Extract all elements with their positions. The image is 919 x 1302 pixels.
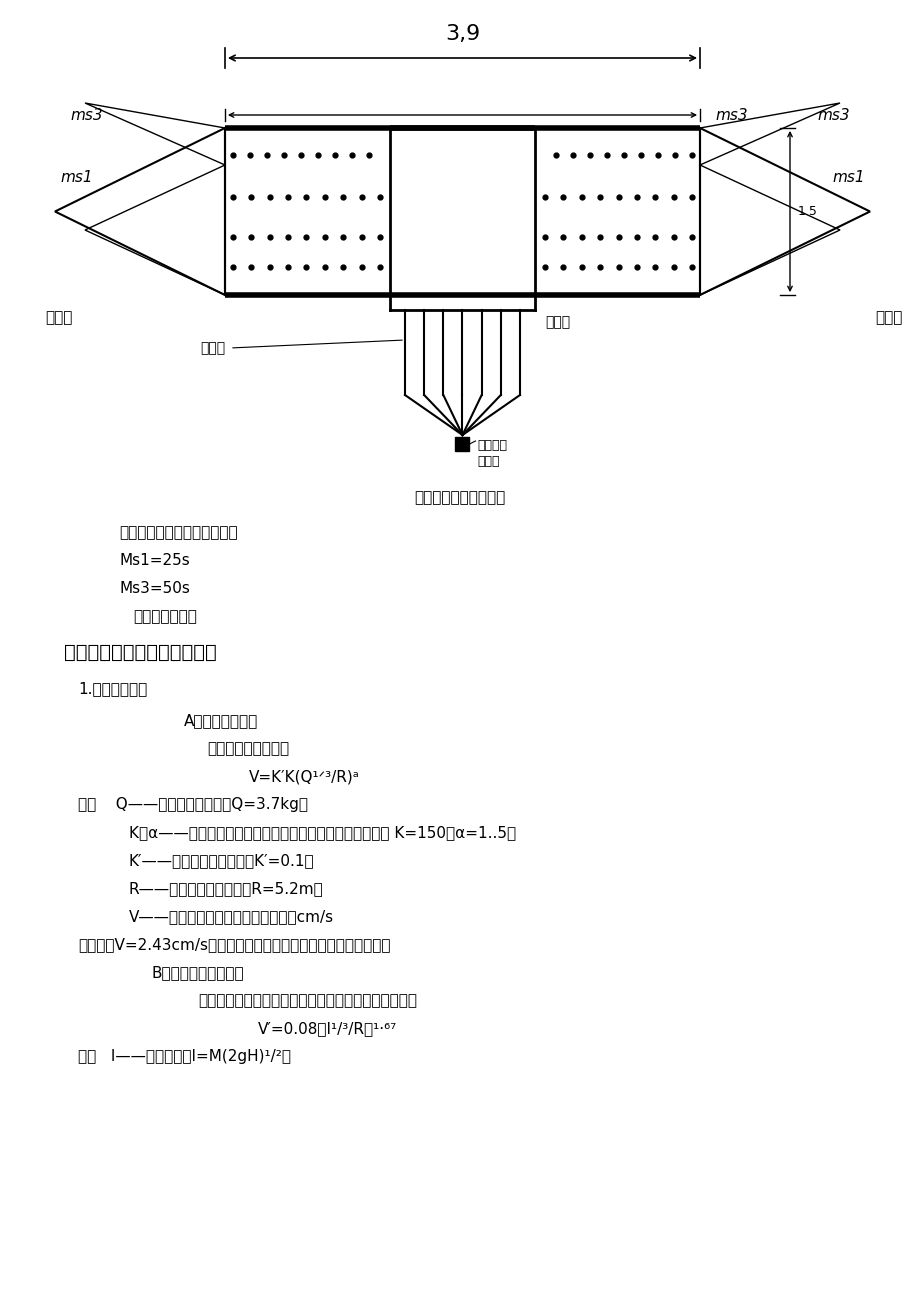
Text: 图三：起爆网路连接图: 图三：起爆网路连接图: [414, 490, 505, 505]
Text: V——爆破引起的质点垂直震动速度，cm/s: V——爆破引起的质点垂直震动速度，cm/s: [129, 909, 334, 924]
Text: 激发点: 激发点: [477, 454, 499, 467]
Text: ms3: ms3: [70, 108, 103, 122]
Text: V=K′K(Q¹ᐟ³/R)ᵃ: V=K′K(Q¹ᐟ³/R)ᵃ: [248, 769, 359, 784]
Text: R——爆心与建筑物距离，R=5.2m；: R——爆心与建筑物距离，R=5.2m；: [129, 881, 323, 896]
Text: 定向口: 定向口: [874, 310, 902, 326]
Text: 1.5: 1.5: [797, 204, 817, 217]
Text: K、α——与地形地质条件有关的系数与衰减指数，本工程中 K=150，α=1..5；: K、α——与地形地质条件有关的系数与衰减指数，本工程中 K=150，α=1..5…: [129, 825, 516, 840]
Bar: [455, 437, 469, 450]
Text: 导爆管: 导爆管: [199, 341, 225, 355]
Text: 式中    Q——单段最大装药量，Q=3.7kg；: 式中 Q——单段最大装药量，Q=3.7kg；: [78, 797, 308, 812]
Text: 磁电雷管: 磁电雷管: [477, 439, 507, 452]
Text: 四、爆破安全设计和防护措施: 四、爆破安全设计和防护措施: [64, 643, 217, 661]
Text: ms3: ms3: [714, 108, 747, 122]
Text: ms3: ms3: [816, 108, 849, 122]
Text: 分别为起爆时间: 分别为起爆时间: [133, 609, 197, 624]
Text: 根据中科院工程力学所提供的塌落振动速度公式计算：: 根据中科院工程力学所提供的塌落振动速度公式计算：: [198, 993, 416, 1008]
Text: 1.爆破安全设计: 1.爆破安全设计: [78, 681, 147, 697]
Text: ms1: ms1: [832, 171, 864, 185]
Text: Ms1=25s: Ms1=25s: [119, 553, 190, 568]
Text: 定向口: 定向口: [45, 310, 73, 326]
Text: ms1: ms1: [60, 171, 93, 185]
Text: B．烟囱塌落振动校核: B．烟囱塌落振动校核: [152, 965, 244, 980]
Text: 式中   I——触地冲量，I=M(2gH)¹/²；: 式中 I——触地冲量，I=M(2gH)¹/²；: [78, 1049, 291, 1064]
Text: Ms3=50s: Ms3=50s: [119, 581, 190, 596]
Text: 定向窗: 定向窗: [544, 315, 570, 329]
Text: 根据萨道夫斯基公式: 根据萨道夫斯基公式: [207, 741, 289, 756]
Text: 3,9: 3,9: [445, 23, 480, 44]
Text: 炮孔与炮孔之间用导爆索连接: 炮孔与炮孔之间用导爆索连接: [119, 525, 238, 540]
Text: K′——爆破拆除修正系数，K′=0.1；: K′——爆破拆除修正系数，K′=0.1；: [129, 853, 314, 868]
Text: A．爆破震动校核: A．爆破震动校核: [184, 713, 258, 728]
Text: 经计算，V=2.43cm/s，对距爆点近来的建筑物不会产生不良影响。: 经计算，V=2.43cm/s，对距爆点近来的建筑物不会产生不良影响。: [78, 937, 391, 952]
Text: V′=0.08（I¹/³/R）¹·⁶⁷: V′=0.08（I¹/³/R）¹·⁶⁷: [257, 1021, 396, 1036]
